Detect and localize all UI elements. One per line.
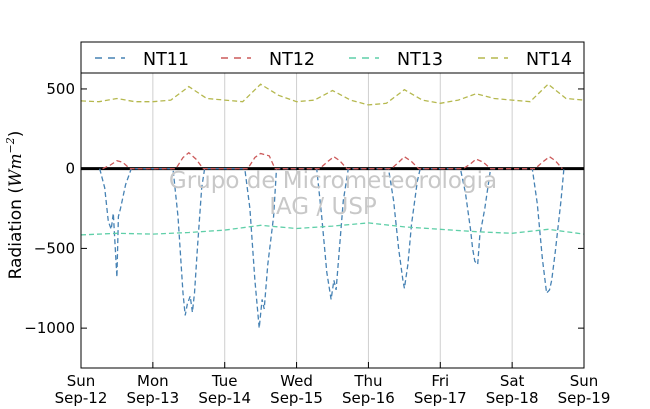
x-tick-day-6: Sat bbox=[500, 372, 525, 390]
watermark: Grupo de Micrometeorologia IAG / USP bbox=[169, 168, 497, 220]
series-lines bbox=[80, 83, 585, 329]
legend: NT11 NT12 NT13 NT14 bbox=[80, 41, 585, 74]
y-tick-label-0: 500 bbox=[46, 80, 75, 98]
x-tick-date-1: Sep-13 bbox=[126, 389, 179, 407]
y-tick-label-3: −1000 bbox=[24, 319, 75, 337]
x-axis: SunSep-12MonSep-13TueSep-14WedSep-15ThuS… bbox=[55, 362, 611, 407]
y-axis-label: Radiation (Wm−2) bbox=[4, 131, 26, 280]
x-tick-day-0: Sun bbox=[67, 372, 96, 390]
x-tick-day-5: Fri bbox=[431, 372, 449, 390]
x-tick-date-3: Sep-15 bbox=[270, 389, 323, 407]
legend-label-nt11: NT11 bbox=[143, 50, 189, 70]
y-axis: 500 0 −500 −1000 bbox=[24, 80, 584, 337]
legend-frame bbox=[80, 41, 585, 74]
x-tick-day-2: Tue bbox=[211, 372, 238, 390]
x-tick-day-4: Thu bbox=[353, 372, 382, 390]
x-tick-date-7: Sep-19 bbox=[558, 389, 611, 407]
x-tick-day-1: Mon bbox=[137, 372, 169, 390]
series-line-nt14 bbox=[80, 83, 585, 106]
watermark-line-1: Grupo de Micrometeorologia bbox=[169, 168, 497, 194]
x-tick-date-0: Sep-12 bbox=[55, 389, 108, 407]
x-tick-date-6: Sep-18 bbox=[486, 389, 539, 407]
grid-lines bbox=[152, 73, 513, 368]
y-tick-label-2: −500 bbox=[34, 239, 75, 257]
legend-label-nt12: NT12 bbox=[269, 50, 315, 70]
series-line-nt13 bbox=[80, 222, 585, 236]
series-line-nt11 bbox=[99, 168, 565, 329]
legend-label-nt13: NT13 bbox=[397, 50, 443, 70]
legend-label-nt14: NT14 bbox=[526, 50, 572, 70]
x-tick-date-5: Sep-17 bbox=[414, 389, 467, 407]
plot-frame bbox=[80, 72, 585, 369]
y-tick-label-1: 0 bbox=[65, 160, 75, 178]
x-tick-day-3: Wed bbox=[280, 372, 313, 390]
x-tick-day-7: Sun bbox=[570, 372, 599, 390]
x-tick-date-2: Sep-14 bbox=[198, 389, 251, 407]
x-tick-date-4: Sep-16 bbox=[342, 389, 395, 407]
watermark-line-2: IAG / USP bbox=[269, 194, 377, 220]
series-line-nt12 bbox=[102, 151, 563, 170]
